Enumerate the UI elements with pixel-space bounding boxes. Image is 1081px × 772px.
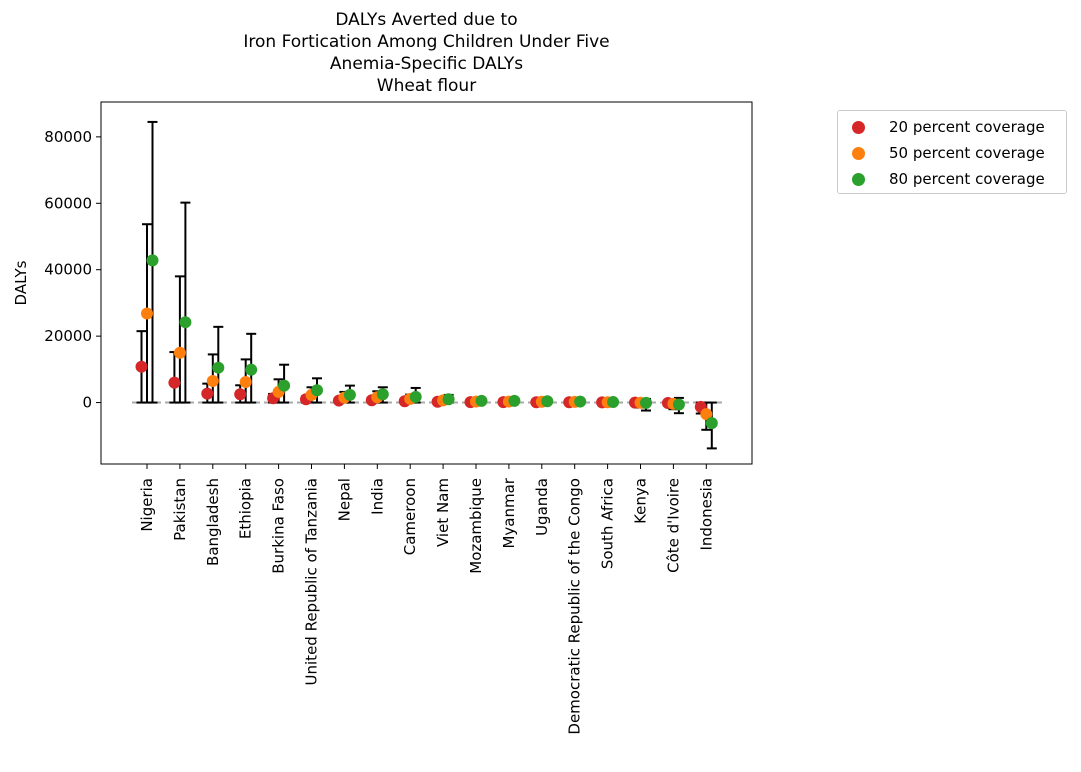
point-80-17 [705, 417, 718, 430]
point-80-13 [574, 395, 587, 408]
point-80-2 [212, 361, 225, 374]
y-tick-label-4: 80000 [44, 128, 92, 146]
point-80-5 [311, 384, 323, 397]
y-tick-label-2: 40000 [44, 261, 92, 279]
point-80-10 [475, 394, 488, 407]
y-tick-label-0: 0 [82, 394, 92, 412]
point-50-17 [700, 408, 713, 421]
x-tick-label-8: Cameroon [401, 478, 419, 555]
point-80-3 [245, 363, 258, 376]
point-50-2 [206, 374, 219, 387]
x-tick-label-4: Burkina Faso [270, 478, 288, 574]
y-tick-label-1: 20000 [44, 327, 92, 345]
legend-item-20: 20 percent coverage [852, 114, 1045, 140]
chart-title-line-4: Wheat flour [376, 76, 477, 96]
x-tick-label-3: Ethiopia [237, 478, 255, 539]
legend-marker-20 [852, 120, 865, 134]
point-80-14 [607, 396, 620, 409]
y-axis-label: DALYs [12, 260, 30, 305]
point-80-16 [672, 398, 685, 411]
point-20-0 [135, 360, 148, 373]
legend-label-80: 80 percent coverage [889, 170, 1045, 188]
x-tick-label-17: Indonesia [697, 478, 715, 551]
legend-marker-50 [852, 146, 865, 160]
legend-label-50: 50 percent coverage [889, 144, 1045, 162]
point-80-8 [409, 390, 422, 403]
chart-legend: 20 percent coverage 50 percent coverage … [837, 110, 1067, 194]
point-80-9 [442, 393, 455, 406]
x-tick-label-14: South Africa [599, 478, 617, 569]
legend-item-80: 80 percent coverage [852, 166, 1045, 192]
plot-frame [100, 101, 753, 465]
point-80-4 [278, 379, 291, 392]
chart-title-line-2: Iron Fortication Among Children Under Fi… [243, 32, 610, 52]
point-80-11 [508, 394, 521, 407]
x-tick-label-7: India [368, 478, 386, 515]
legend-label-20: 20 percent coverage [889, 118, 1045, 136]
point-80-15 [640, 396, 652, 409]
point-80-12 [541, 395, 554, 408]
point-80-1 [179, 316, 192, 329]
x-tick-label-2: Bangladesh [204, 478, 222, 566]
chart-title-line-3: Anemia-Specific DALYs [329, 54, 524, 74]
point-50-3 [239, 375, 252, 388]
point-50-0 [141, 307, 153, 320]
point-80-6 [343, 388, 356, 401]
point-20-3 [234, 388, 247, 401]
x-tick-label-6: Nepal [335, 478, 353, 521]
x-tick-label-11: Myanmar [500, 477, 518, 548]
x-tick-label-16: Côte d'Ivoire [664, 478, 682, 573]
x-tick-label-12: Uganda [533, 478, 551, 536]
errorbar-80-1 [180, 201, 191, 404]
legend-marker-80 [852, 172, 865, 186]
chart-title-line-1: DALYs Averted due to [335, 10, 518, 30]
point-20-1 [168, 376, 181, 389]
point-50-1 [173, 346, 186, 359]
y-tick-label-3: 60000 [44, 194, 92, 212]
x-tick-label-1: Pakistan [171, 478, 189, 541]
x-tick-label-13: Democratic Republic of the Congo [566, 478, 584, 735]
x-tick-label-15: Kenya [632, 478, 650, 524]
x-tick-label-0: Nigeria [138, 478, 156, 532]
point-80-7 [376, 388, 389, 401]
point-20-2 [201, 387, 214, 400]
legend-item-50: 50 percent coverage [852, 140, 1045, 166]
point-80-0 [146, 254, 159, 267]
x-tick-label-10: Mozambique [467, 478, 485, 574]
x-tick-label-5: United Republic of Tanzania [303, 478, 321, 685]
x-tick-label-9: Viet Nam [434, 478, 452, 547]
